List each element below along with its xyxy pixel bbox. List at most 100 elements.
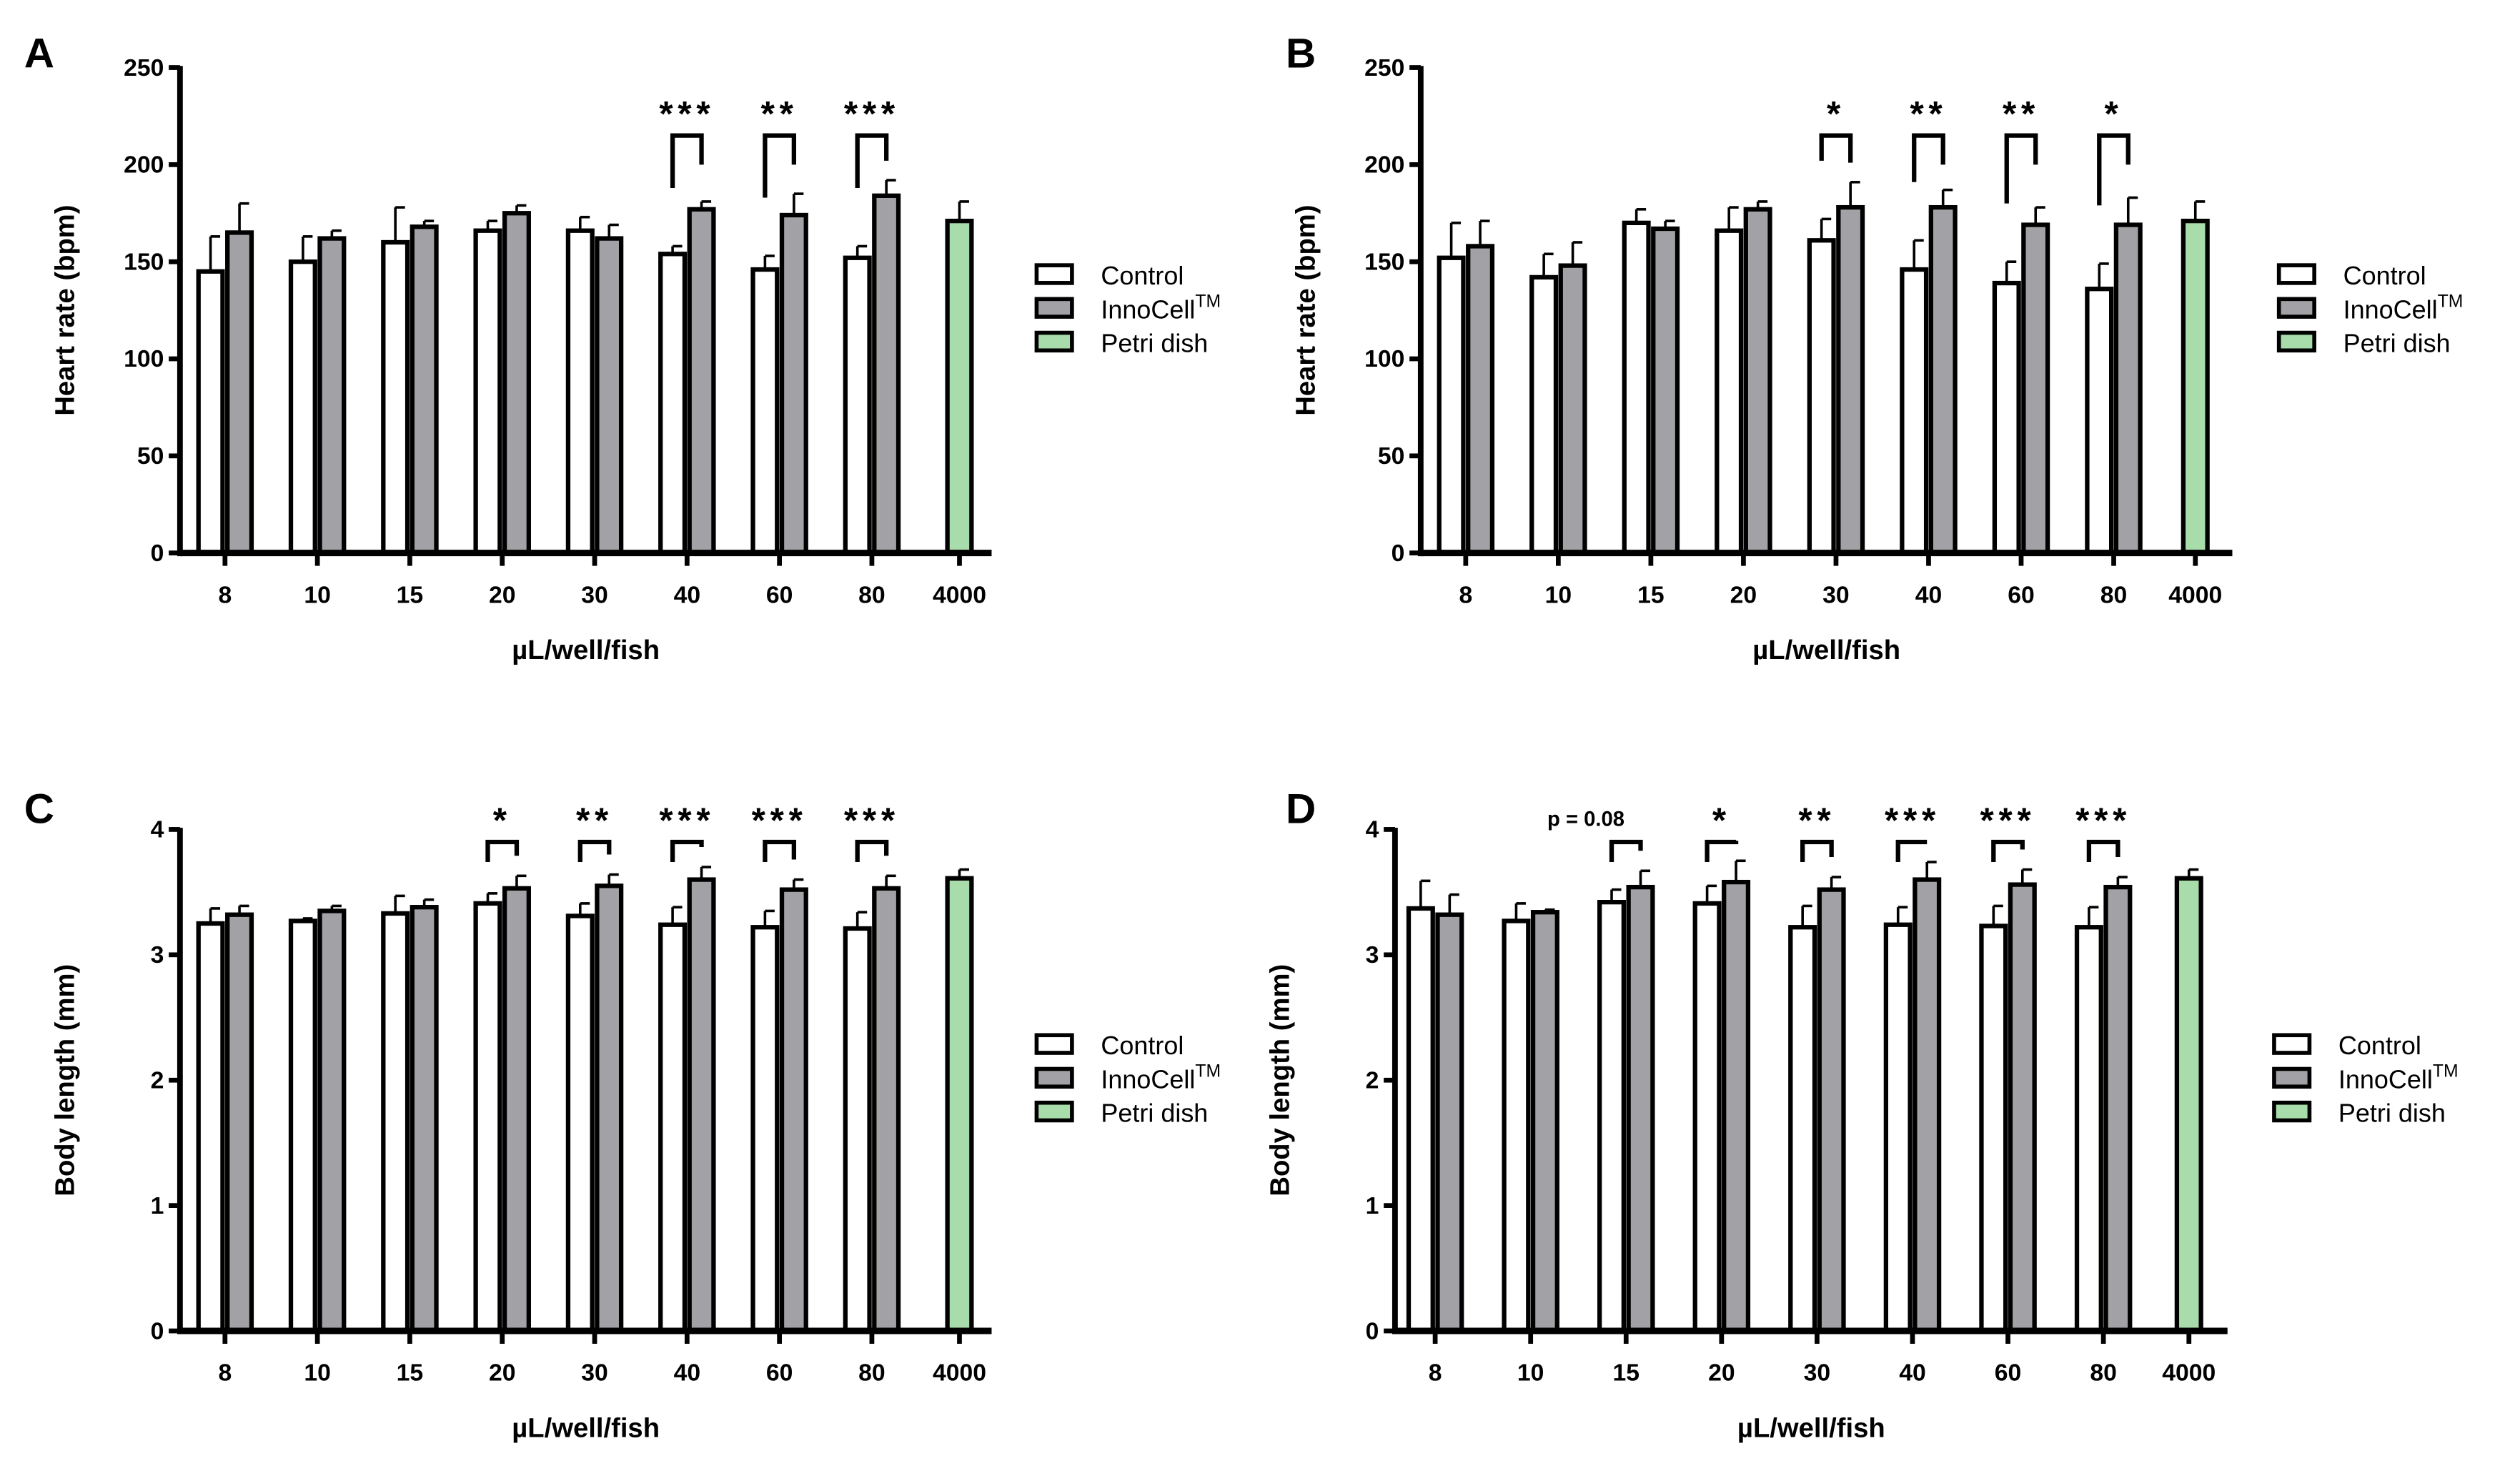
- bar-innocell: [1530, 910, 1559, 1334]
- significance-stars: *: [493, 801, 512, 840]
- y-tick-label: 50: [137, 442, 164, 470]
- x-tick-label: 15: [397, 1359, 424, 1387]
- bar-control: [1597, 900, 1627, 1334]
- y-tick-label: 2: [1366, 1066, 1379, 1094]
- legend-label-control: Control: [2338, 1031, 2421, 1060]
- x-tick-label: 10: [304, 1359, 331, 1387]
- bar-innocell: [1651, 226, 1680, 555]
- bar-innocell: [1466, 244, 1495, 555]
- x-tick-label: 8: [218, 581, 232, 608]
- y-tick-label: 200: [1364, 152, 1404, 179]
- bar-control: [658, 252, 688, 555]
- legend-label-control: Control: [1101, 1031, 1184, 1060]
- x-tick-label: 4000: [2162, 1359, 2216, 1387]
- y-tick-label: 150: [124, 248, 164, 275]
- bar-innocell: [2113, 222, 2143, 555]
- bar-innocell: [1626, 884, 1655, 1334]
- x-tick-label: 8: [1429, 1359, 1442, 1387]
- x-tick-label: 10: [1545, 581, 1572, 608]
- y-axis-label: Body length (mm): [49, 964, 80, 1197]
- y-tick-label: 250: [124, 54, 164, 81]
- bar-control: [843, 255, 872, 555]
- bar-control: [1406, 906, 1435, 1334]
- significance-stars: ***: [659, 801, 715, 840]
- x-axis-label: µL/well/fish: [1752, 635, 1900, 665]
- legend-label-innocell: InnoCellTM: [1101, 1062, 1221, 1094]
- legend-swatch-petri: [2272, 1100, 2312, 1123]
- bar-innocell: [502, 886, 531, 1334]
- x-tick-label: 60: [1995, 1359, 2022, 1387]
- legend-label-control: Control: [1101, 261, 1184, 290]
- significance-bracket: [763, 839, 797, 863]
- bar-control: [196, 269, 225, 555]
- x-tick-label: 15: [1637, 581, 1665, 608]
- legend-swatch-innocell: [2272, 1066, 2312, 1089]
- significance-stars: ***: [2075, 801, 2131, 840]
- bar-control: [1979, 923, 2008, 1334]
- legend-label-innocell: InnoCellTM: [2338, 1062, 2459, 1094]
- significance-bracket: [1819, 133, 1853, 163]
- y-tick-label: 100: [1364, 345, 1404, 372]
- bar-innocell: [1913, 877, 1942, 1334]
- bar-innocell: [2021, 222, 2050, 555]
- bar-control: [1622, 220, 1651, 555]
- bar-innocell: [410, 905, 439, 1334]
- legend-superscript: TM: [2433, 1062, 2459, 1081]
- x-tick-label: 8: [1459, 581, 1472, 608]
- significance-bracket: [1800, 839, 1834, 863]
- bar-innocell: [225, 230, 254, 555]
- bar-control: [288, 259, 317, 555]
- bar-innocell: [2103, 884, 2133, 1334]
- x-tick-label: 20: [1730, 581, 1757, 608]
- panel-label: B: [1286, 31, 1316, 77]
- legend-swatch-innocell: [1034, 1066, 1074, 1089]
- legend-swatch-petri: [1034, 330, 1074, 353]
- significance-bracket: [2004, 133, 2038, 204]
- bar-control: [565, 913, 595, 1334]
- legend-label-petri: Petri dish: [1101, 329, 1208, 358]
- bar-innocell: [779, 887, 808, 1334]
- y-tick-label: 0: [1366, 1317, 1379, 1344]
- bar-petri: [945, 218, 974, 555]
- y-tick-label: 100: [124, 345, 164, 372]
- significance-stars: **: [761, 94, 798, 134]
- bar-innocell: [687, 877, 716, 1334]
- bar-innocell: [1928, 204, 1958, 555]
- bar-control: [1992, 280, 2021, 555]
- significance-bracket: [763, 133, 797, 198]
- bar-innocell: [1743, 207, 1772, 555]
- x-tick-label: 40: [674, 1359, 701, 1387]
- legend-label-innocell: InnoCellTM: [2343, 292, 2464, 325]
- bar-control: [473, 901, 502, 1334]
- x-axis-label: µL/well/fish: [512, 635, 660, 665]
- legend-swatch-control: [1034, 1033, 1074, 1055]
- x-tick-label: 80: [858, 581, 886, 608]
- significance-bracket: [1609, 839, 1643, 863]
- x-tick-label: 4000: [2168, 581, 2222, 608]
- significance-bracket: [577, 839, 612, 863]
- panel-C: C 0 1 2 3 4 Body length (mm) 8 10 15 20 30 40 60 80 400…: [24, 786, 1221, 1443]
- x-tick-label: 8: [218, 1359, 232, 1387]
- bar-control: [1900, 267, 1929, 555]
- legend-label-petri: Petri dish: [1101, 1099, 1208, 1128]
- bar-control: [1788, 925, 1817, 1334]
- legend-swatch-control: [2276, 263, 2316, 285]
- significance-stars: ***: [752, 801, 808, 840]
- bar-petri: [945, 876, 974, 1334]
- y-tick-label: 3: [1366, 941, 1379, 969]
- significance-stars: ***: [659, 94, 715, 134]
- significance-bracket: [1705, 839, 1739, 863]
- legend-label-petri: Petri dish: [2343, 329, 2451, 358]
- x-tick-label: 60: [2008, 581, 2035, 608]
- y-tick-label: 200: [124, 152, 164, 179]
- significance-bracket: [855, 133, 889, 188]
- bar-innocell: [779, 212, 808, 555]
- legend-label-innocell: InnoCellTM: [1101, 292, 1221, 325]
- y-tick-label: 1: [151, 1192, 164, 1219]
- bar-control: [1715, 228, 1744, 555]
- significance-bracket: [485, 839, 520, 863]
- bar-control: [1437, 255, 1466, 555]
